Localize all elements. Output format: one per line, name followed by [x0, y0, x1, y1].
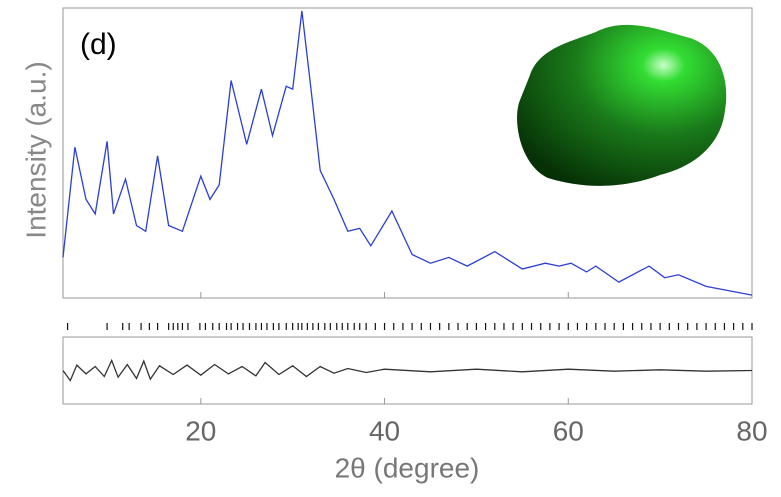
data-line [62, 358, 753, 382]
plot-frame [62, 7, 753, 299]
y-axis-label: Intensity (a.u.) [20, 61, 51, 238]
panel-label: (d) [80, 28, 117, 61]
x-tick-label: 20 [185, 415, 216, 446]
molecule-surface [517, 24, 727, 186]
x-axis-label: 2θ (degree) [335, 452, 480, 483]
x-tick-label: 60 [553, 415, 584, 446]
x-tick-label: 40 [369, 415, 400, 446]
data-line [62, 10, 753, 296]
x-tick-label: 80 [736, 415, 767, 446]
